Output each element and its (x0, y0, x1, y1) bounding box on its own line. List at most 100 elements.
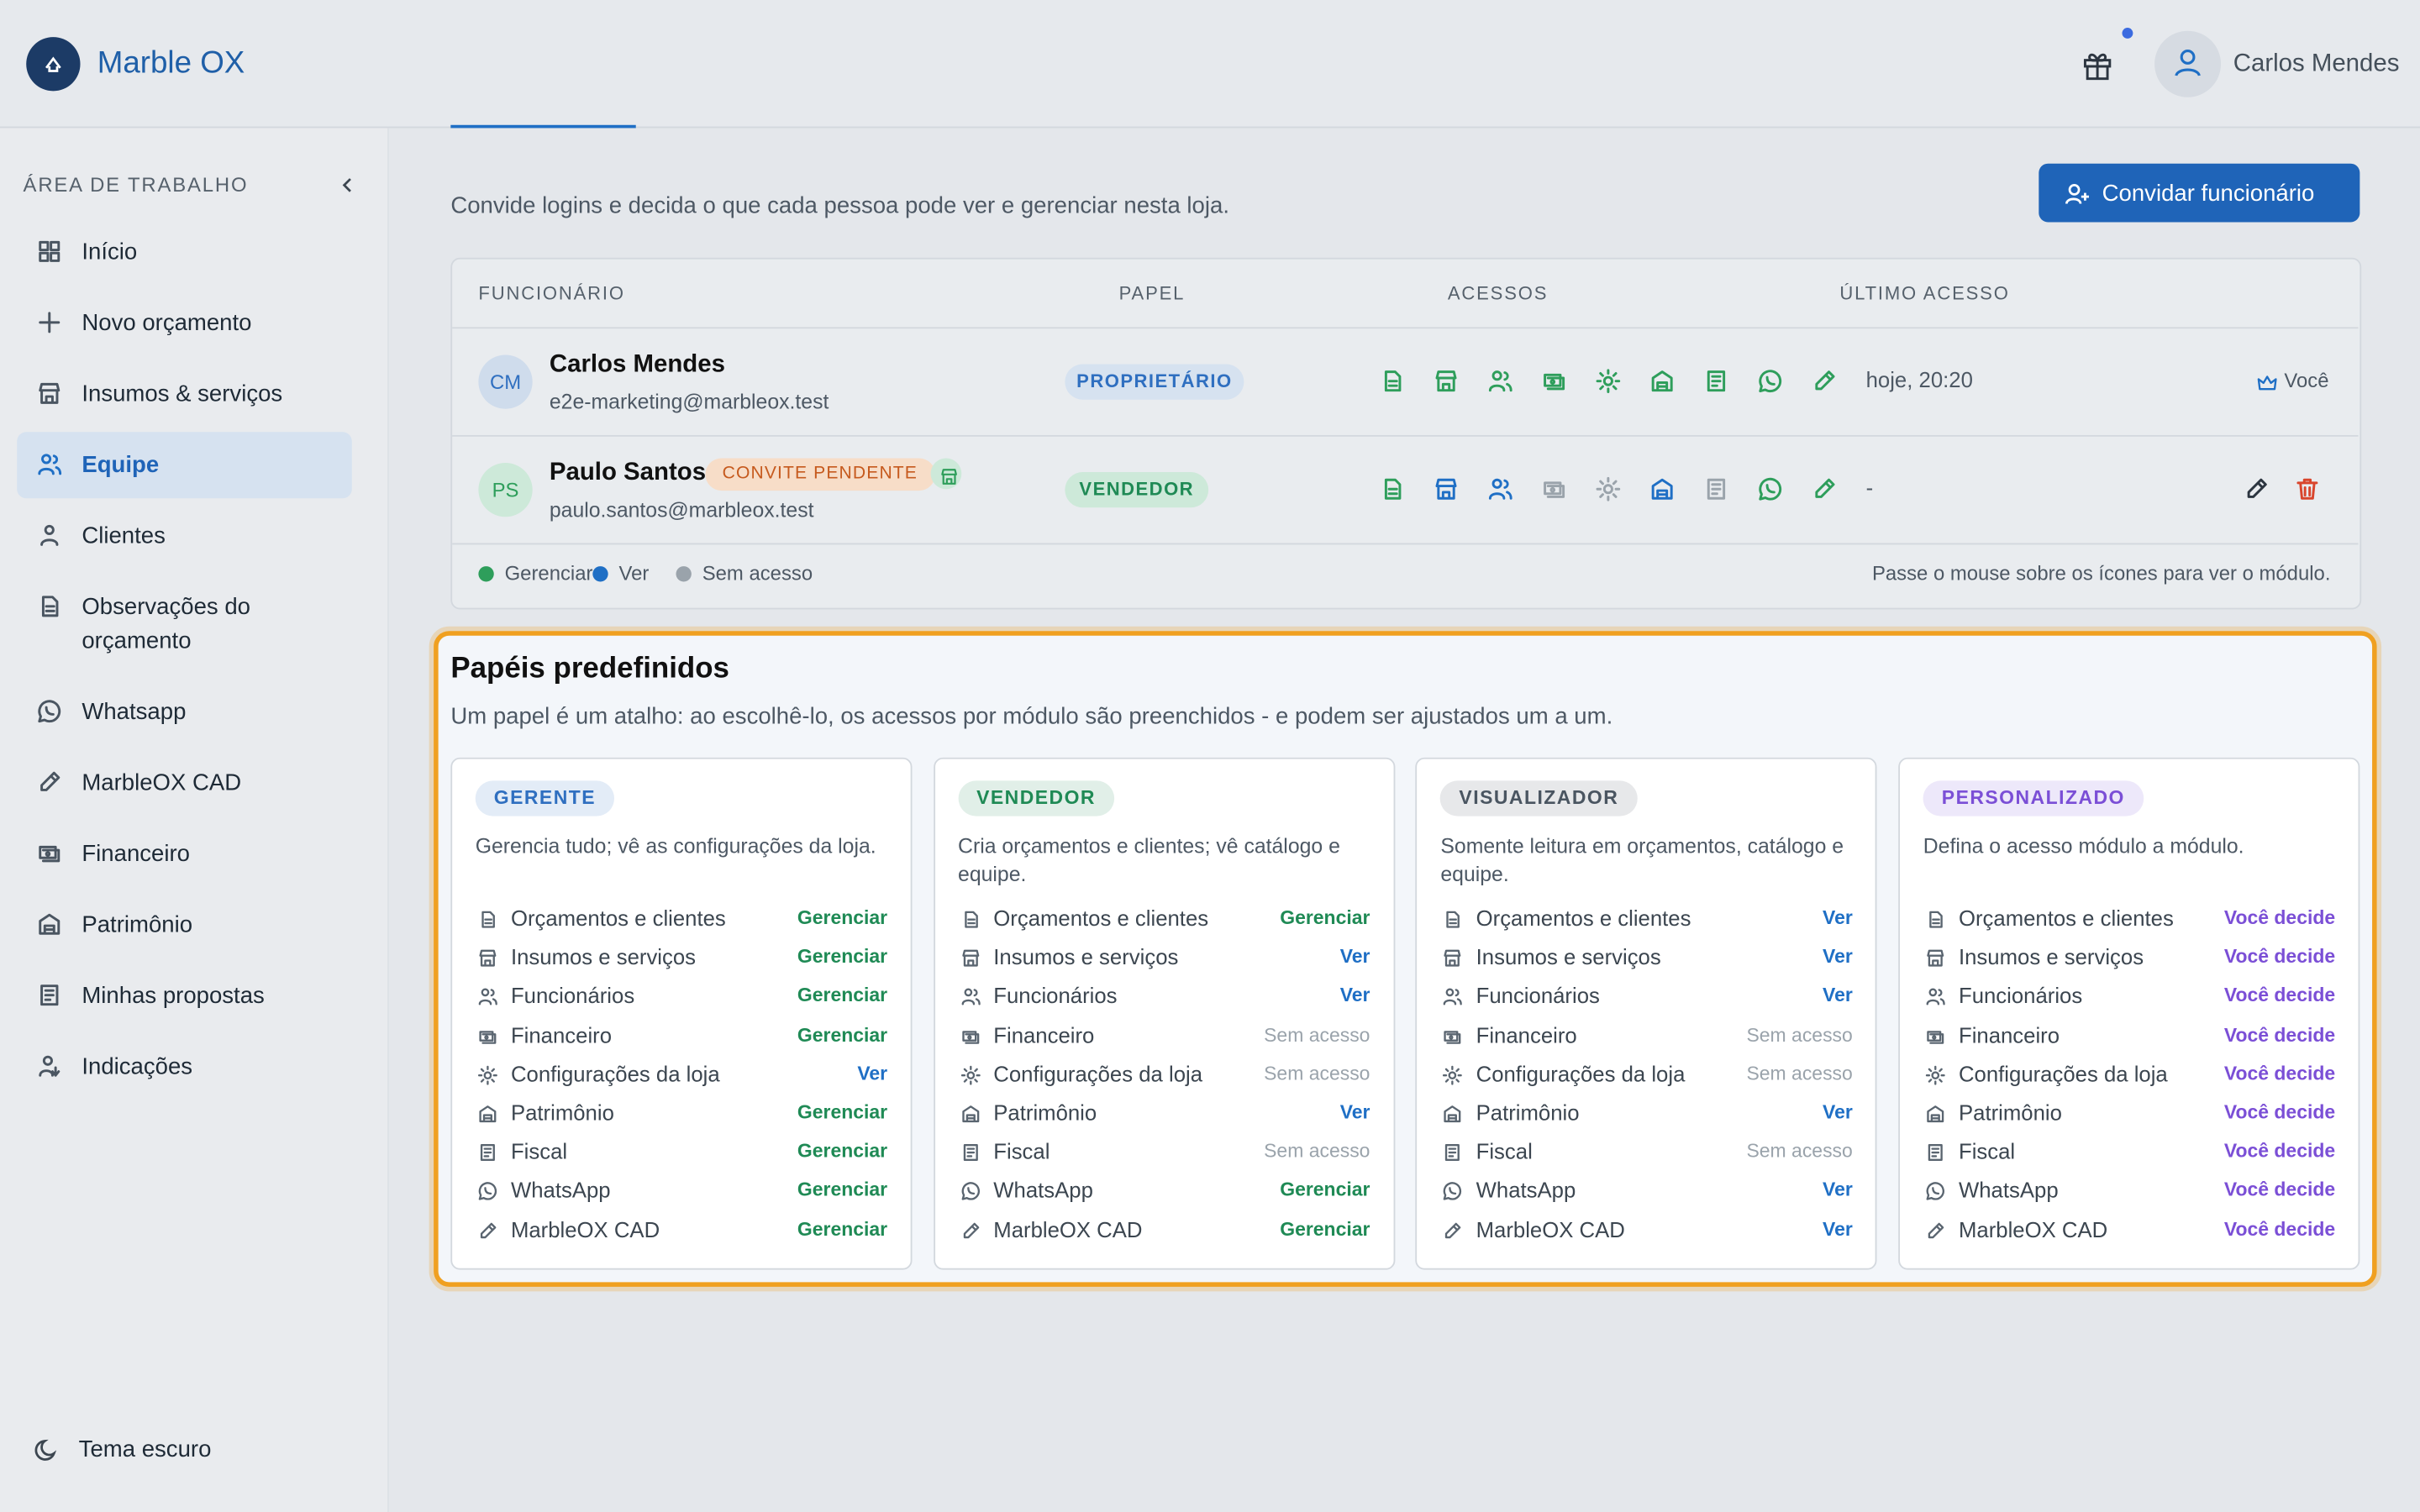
nav-item[interactable]: Observações do orçamento (82, 594, 250, 654)
module-name: MarbleOX CAD (1958, 1216, 2108, 1242)
module-icon (1444, 949, 1462, 967)
nav-icon[interactable] (37, 983, 61, 1007)
invite-icon (2065, 184, 2090, 204)
module-level: Ver (1823, 1101, 1853, 1124)
edit-button[interactable] (2244, 477, 2269, 501)
logo[interactable] (26, 37, 81, 92)
access-icon[interactable] (1434, 369, 1458, 393)
avatar[interactable] (2154, 30, 2222, 97)
module-icon (1443, 1065, 1463, 1085)
table-header: ÚLTIMO ACESSO (1839, 282, 2010, 304)
role-pill: VENDEDOR (1065, 472, 1209, 508)
nav-item[interactable]: Indicações (82, 1053, 193, 1080)
nav-icon[interactable] (37, 912, 61, 937)
nav-icon[interactable] (37, 310, 61, 334)
sidebar (0, 128, 389, 1512)
access-icon[interactable] (1758, 369, 1782, 393)
module-level: Você decide (2223, 1218, 2336, 1240)
module-name: Patrimônio (1476, 1100, 1580, 1125)
module-name: Funcionários (993, 983, 1118, 1009)
last-access: - (1865, 475, 1874, 501)
access-icon[interactable] (1812, 477, 1836, 501)
module-name: Fiscal (1476, 1138, 1533, 1164)
module-icon (479, 1105, 497, 1123)
collapse-icon[interactable] (336, 175, 358, 197)
nav-item[interactable]: Minhas propostas (82, 983, 265, 1010)
access-icon[interactable] (1488, 369, 1512, 393)
access-icon[interactable] (1542, 369, 1566, 393)
nav-item[interactable]: Patrimônio (82, 911, 193, 938)
theme-toggle[interactable]: Tema escuro (78, 1436, 212, 1463)
access-icon[interactable] (1758, 477, 1782, 501)
nav-item[interactable]: Novo orçamento (82, 310, 252, 337)
nav-icon[interactable] (37, 770, 61, 795)
access-icon[interactable] (1380, 477, 1404, 501)
role-badge: VENDEDOR (958, 780, 1115, 816)
module-name: Fiscal (993, 1138, 1050, 1164)
module-level: Ver (1339, 946, 1370, 968)
access-icon[interactable] (1596, 369, 1621, 394)
nav-item[interactable]: Equipe (82, 452, 160, 479)
module-icon (1444, 989, 1463, 1006)
gift-icon[interactable] (2081, 48, 2114, 81)
module-level: Ver (1823, 984, 1853, 1007)
module-level: Você decide (2223, 1140, 2336, 1163)
nav-icon[interactable] (37, 699, 61, 723)
nav-icon[interactable] (37, 452, 62, 476)
module-level: Gerenciar (797, 984, 888, 1007)
module-level: Você decide (2223, 1179, 2336, 1201)
module-level: Gerenciar (1280, 1218, 1370, 1240)
module-name: MarbleOX CAD (510, 1216, 660, 1242)
nav-icon[interactable] (37, 239, 61, 264)
module-icon (478, 1182, 497, 1201)
nav-icon[interactable] (37, 1053, 61, 1078)
module-icon (1445, 1144, 1460, 1162)
access-icon[interactable] (1434, 477, 1458, 501)
invite-button[interactable]: Convidar funcionário (2039, 163, 2360, 223)
legend-label: Sem acesso (702, 561, 813, 585)
nav-item[interactable]: MarbleOX CAD (82, 769, 242, 796)
access-icon[interactable] (1704, 477, 1728, 501)
module-icon (1928, 1221, 1944, 1238)
nav-icon[interactable] (37, 523, 61, 548)
role-desc: Somente leitura em orçamentos, catálogo … (1440, 834, 1844, 885)
module-level: Você decide (2223, 984, 2336, 1007)
access-icon[interactable] (1488, 477, 1512, 501)
user-name[interactable]: Carlos Mendes (2233, 50, 2400, 77)
roles-subtitle: Um papel é um atalho: ao escolhê-lo, os … (450, 703, 1613, 730)
module-icon (963, 1144, 978, 1162)
module-name: Funcionários (1476, 983, 1600, 1009)
module-name: Fiscal (510, 1138, 568, 1164)
module-level: Você decide (2223, 1101, 2336, 1124)
legend-dot (676, 566, 692, 582)
you-tag: Você (2284, 368, 2329, 392)
access-icon[interactable] (1649, 477, 1674, 501)
module-icon (480, 1144, 495, 1162)
module-icon (1925, 1065, 1945, 1085)
access-icon[interactable] (1704, 369, 1728, 393)
module-level: Sem acesso (1746, 1063, 1853, 1084)
access-icon[interactable] (1596, 476, 1621, 501)
module-name: MarbleOX CAD (993, 1216, 1143, 1242)
nav-item[interactable]: Whatsapp (82, 699, 187, 726)
nav-item[interactable]: Clientes (82, 522, 166, 549)
nav-icon[interactable] (37, 841, 61, 865)
module-level: Ver (1823, 1179, 1853, 1201)
nav-item[interactable]: Insumos & serviços (82, 381, 283, 407)
nav-item[interactable]: Financeiro (82, 841, 191, 868)
role-card (1416, 757, 1878, 1270)
access-icon[interactable] (1649, 369, 1674, 393)
nav-item[interactable]: Início (82, 239, 138, 265)
moon-icon[interactable] (33, 1436, 60, 1464)
nav-icon[interactable] (37, 594, 61, 618)
nav-icon[interactable] (37, 381, 61, 406)
module-icon (479, 1030, 497, 1044)
access-icon[interactable] (1812, 369, 1836, 393)
notification-dot (2122, 28, 2133, 39)
last-access: hoje, 20:20 (1865, 367, 1973, 392)
access-icon[interactable] (1542, 477, 1566, 501)
delete-button[interactable] (2295, 477, 2319, 501)
module-level: Gerenciar (797, 1101, 888, 1124)
employee-name: Paulo Santos (549, 459, 707, 486)
access-icon[interactable] (1380, 369, 1404, 393)
